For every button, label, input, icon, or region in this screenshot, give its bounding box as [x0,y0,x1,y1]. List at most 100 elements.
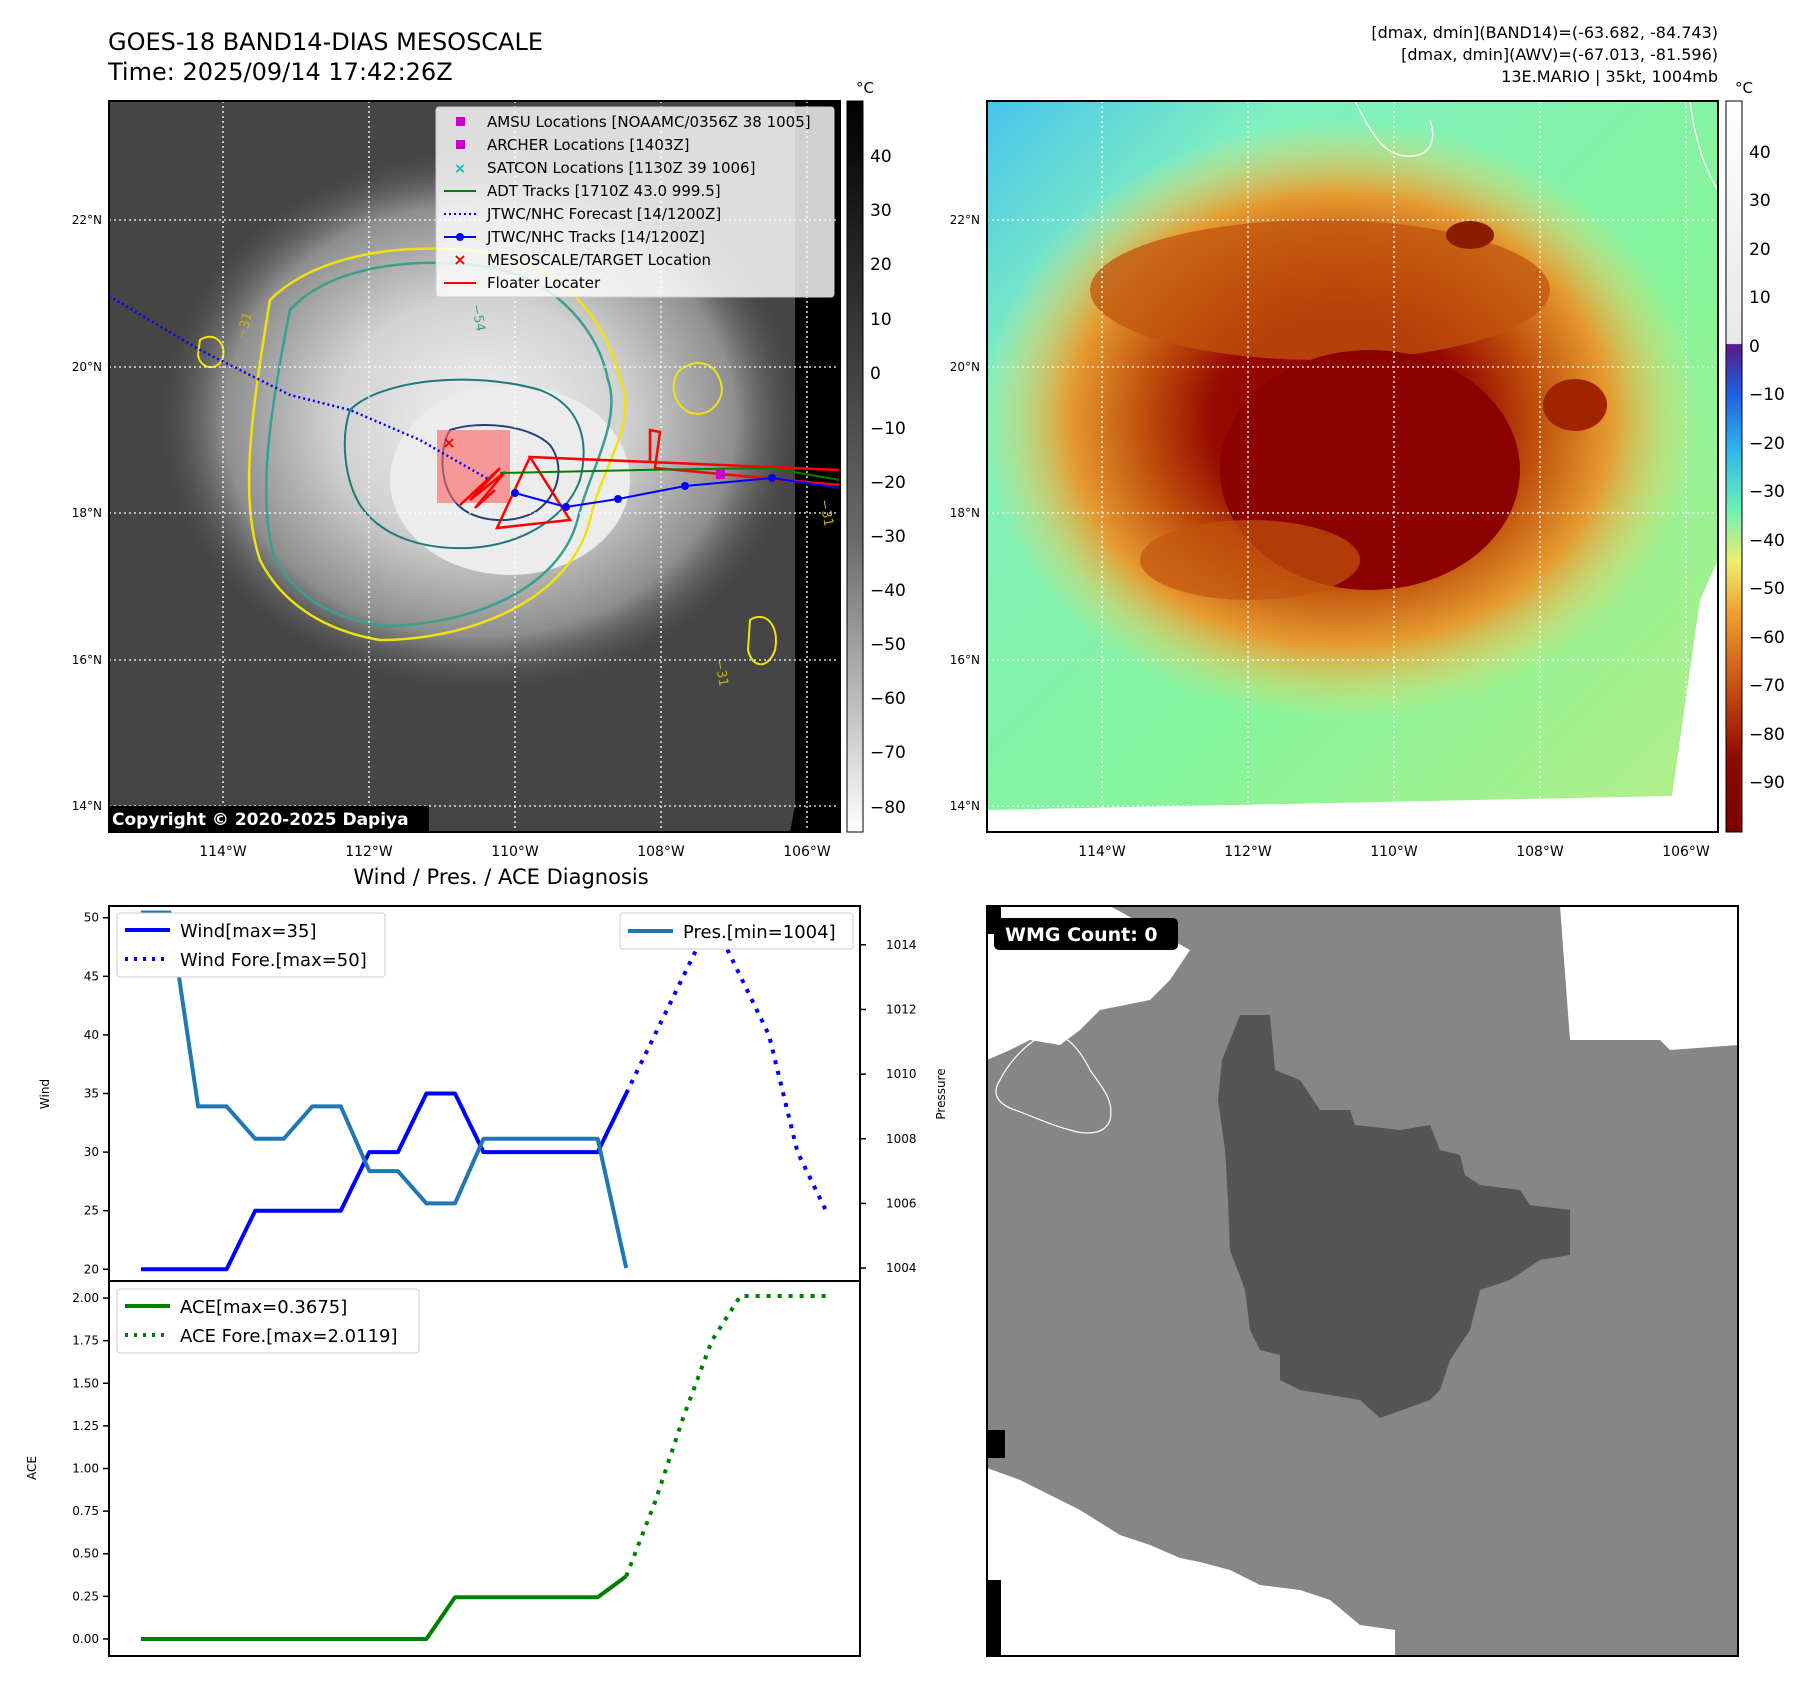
lon-label: 112°W [345,844,393,860]
wind-y-tick-label: 40 [84,1028,99,1042]
jtwc-track [514,476,840,509]
gray-colorbar-tick: 10 [870,310,892,330]
lat-label: 22°N [72,213,102,227]
wmg-nodata-left [987,1430,1005,1458]
legend-marker-archer [456,140,465,149]
color-colorbar-tick: −20 [1749,434,1785,454]
wmg-dark-region [1218,1015,1570,1418]
copyright: Copyright © 2020-2025 Dapiya [112,810,409,830]
ir-map-frame [108,100,841,833]
wind-y-tick-label: 25 [84,1204,99,1218]
gray-colorbar: °C 40 30 20 10 0 −10 −20 −30 −40 −50 −60… [846,79,906,833]
pressure-y-tick-label: 1012 [886,1002,917,1016]
color-colorbar-tick: −50 [1749,579,1785,599]
ace-chart: 0.00 0.25 0.50 0.75 1.00 1.25 1.50 1.75 2.00 ACE… [25,1280,861,1657]
lat-label: 18°N [950,506,980,520]
gray-colorbar-tick: 20 [870,255,892,275]
wind-line [141,1091,628,1272]
color-map-panel: 22°N 20°N 18°N 16°N 14°N 114°W 112°W 110… [950,100,1719,860]
lat-label: 22°N [950,213,980,227]
color-cloud-spot-2 [1446,221,1494,249]
contour-label-3: −31 [711,658,731,688]
ace-forecast-line [624,1294,826,1578]
wind-y-tick-label: 30 [84,1145,99,1159]
legend-label-satcon: SATCON Locations [1130Z 39 1006] [487,159,755,177]
color-colorbar-ticks: 40 30 20 10 0 −10 −20 −30 −40 −50 −60 −7… [1749,143,1785,793]
contour-patch-1 [672,361,724,415]
gray-colorbar-tick: −10 [870,419,906,439]
wind-legend: Wind[max=35] Wind Fore.[max=50] [116,912,386,978]
gray-colorbar-tick: −20 [870,473,906,493]
archer-location-marker [716,470,725,479]
legend-label-tracks: JTWC/NHC Tracks [14/1200Z] [486,228,705,246]
ace-legend-label: ACE[max=0.3675] [180,1297,347,1318]
ace-y-tick-label: 1.25 [72,1419,99,1433]
lat-label: 14°N [950,799,980,813]
ace-axis-label: ACE [25,1456,39,1480]
ace-legend-box [116,1288,420,1354]
ace-line [141,1574,628,1641]
gray-colorbar-tick: −80 [870,798,906,818]
legend-marker-target: × [453,250,466,269]
lon-label: 110°W [491,844,539,860]
legend-label-floater: Floater Locater [487,274,601,292]
ace-series-group [141,1294,826,1641]
figure-time: Time: 2025/09/14 17:42:26Z [107,58,453,86]
pressure-y-ticks: 1004 1006 1008 1010 1012 1014 [860,938,917,1275]
floater-locater [494,428,840,530]
wind-y-tick-label: 45 [84,969,99,983]
ace-y-tick-label: 1.00 [72,1462,99,1476]
pressure-legend: Pres.[min=1004] [619,912,854,950]
gray-colorbar-ticks: 40 30 20 10 0 −10 −20 −30 −40 −50 −60 −7… [870,147,906,818]
color-cloud-spot-3 [1140,520,1360,600]
jtwc-forecast-track [109,294,491,482]
ace-fore-legend-label: ACE Fore.[max=2.0119] [180,1326,398,1347]
color-cloud-spot-1 [1543,379,1607,431]
gray-colorbar-unit: °C [856,79,874,97]
ace-y-tick-label: 0.75 [72,1504,99,1518]
wind-forecast-line [624,915,828,1212]
ace-y-tick-label: 2.00 [72,1291,99,1305]
ace-y-ticks: 0.00 0.25 0.50 0.75 1.00 1.25 1.50 1.75 2.00 [72,1291,109,1646]
wmg-nodata-bottom [987,1580,1001,1656]
ace-legend: ACE[max=0.3675] ACE Fore.[max=2.0119] [116,1288,420,1354]
pressure-legend-label: Pres.[min=1004] [683,922,836,943]
color-map-frame [986,100,1719,833]
gray-colorbar-tick: −60 [870,689,906,709]
color-colorbar-tick: −70 [1749,676,1785,696]
wmg-count-label: WMG Count: 0 [1005,924,1158,946]
coastline-top [1354,101,1434,157]
legend-box [435,106,835,298]
wind-legend-label: Wind[max=35] [180,921,317,942]
gray-colorbar-tick: 30 [870,201,892,221]
legend-label-amsu: AMSU Locations [NOAAMC/0356Z 38 1005] [487,113,811,131]
ir-map-nodata-wedge [790,570,840,832]
wmg-panel: WMG Count: 0 [986,905,1739,1657]
wmg-count-badge [994,918,1178,950]
stats-awv: [dmax, dmin](AWV)=(-67.013, -81.596) [1401,45,1718,64]
gray-colorbar-ramp [846,100,864,833]
color-colorbar-tick: 40 [1749,143,1771,163]
lat-label: 16°N [72,653,102,667]
pressure-line [141,910,629,1269]
ir-map-lon-labels: 114°W 112°W 110°W 108°W 106°W [199,844,831,860]
gray-colorbar-tick: 0 [870,364,881,384]
storm-info: 13E.MARIO | 35kt, 1004mb [1501,67,1718,86]
legend-marker-amsu [456,117,465,126]
pressure-legend-box [619,912,854,950]
pressure-y-tick-label: 1008 [886,1132,917,1146]
pressure-y-tick-label: 1004 [886,1261,917,1275]
legend-marker-tracks-dot [456,233,464,241]
wmg-dark-spot [1315,1120,1329,1132]
contour-patch-2 [746,615,777,666]
pressure-y-tick-label: 1006 [886,1196,917,1210]
ace-y-tick-label: 0.50 [72,1547,99,1561]
ace-y-tick-label: 0.25 [72,1589,99,1603]
legend-label-adt: ADT Tracks [1710Z 43.0 999.5] [487,182,721,200]
wind-y-tick-label: 50 [84,911,99,925]
jtwc-track-points [511,474,776,511]
ir-map-lat-labels: 22°N 20°N 18°N 16°N 14°N [72,213,102,813]
wind-y-ticks: 20 25 30 35 40 45 50 [84,911,109,1276]
